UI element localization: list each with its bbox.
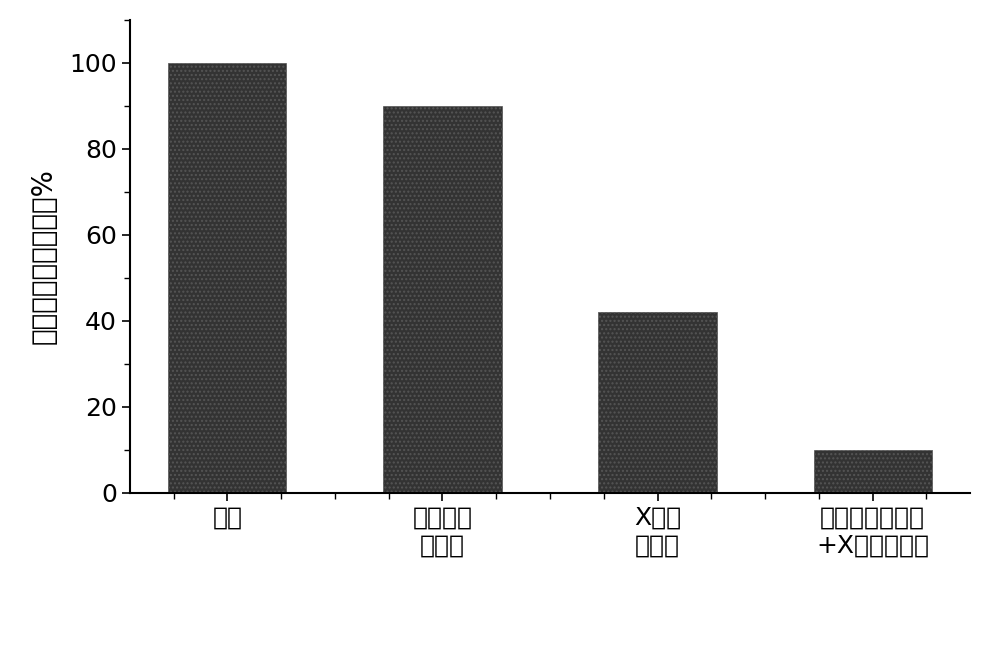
Bar [383,106,502,493]
Bar [598,312,717,493]
Bar [168,62,286,493]
Y-axis label: 治疗后肿瘾体积变化%: 治疗后肿瘾体积变化% [30,168,58,344]
Bar [814,450,932,493]
